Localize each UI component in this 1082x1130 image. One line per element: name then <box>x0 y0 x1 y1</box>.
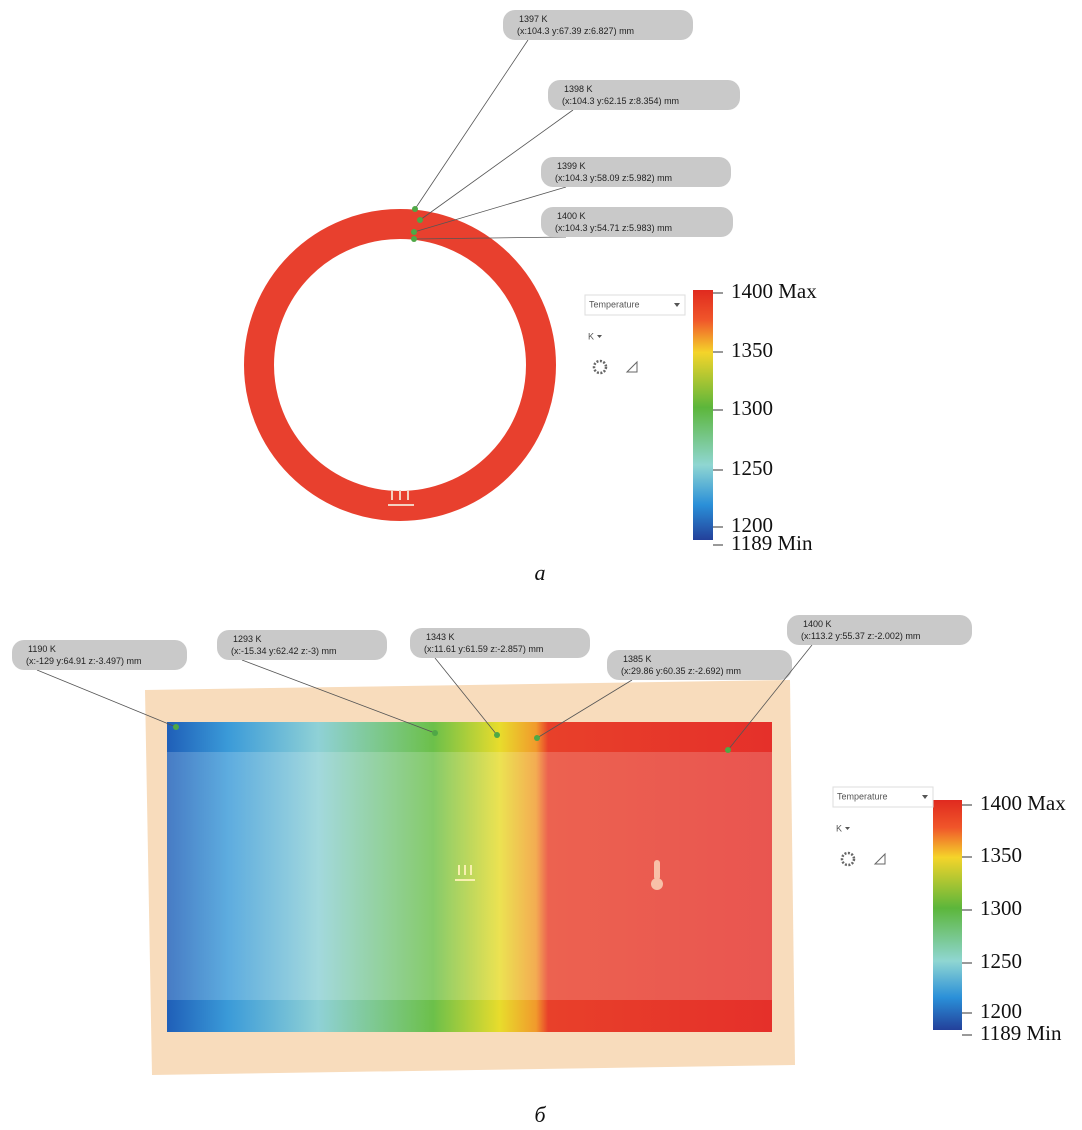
unit-dropdown[interactable]: K <box>588 331 594 341</box>
probe-value: 1190 K <box>28 644 56 654</box>
scale-label: 1400 Max <box>980 791 1066 815</box>
probe-coords: (x:29.86 y:60.35 z:-2.692) mm <box>621 666 741 676</box>
settings-icon[interactable] <box>594 361 606 373</box>
probe-point <box>534 735 540 741</box>
probe-coords: (x:-15.34 y:62.42 z:-3) mm <box>231 646 337 656</box>
scale-label: 1189 Min <box>731 531 813 555</box>
probe-value: 1385 K <box>623 654 652 664</box>
probe-coords: (x:113.2 y:55.37 z:-2.002) mm <box>801 631 920 641</box>
probe-value: 1400 K <box>803 619 832 629</box>
dropdown-arrow <box>597 335 602 338</box>
probe-value: 1343 K <box>426 632 455 642</box>
scale-label: 1200 <box>980 999 1022 1023</box>
scale-label: 1250 <box>980 949 1022 973</box>
probe-coords: (x:-129 y:64.91 z:-3.497) mm <box>26 656 142 666</box>
probe-coords: (x:104.3 y:67.39 z:6.827) mm <box>517 26 634 36</box>
color-bar <box>693 290 713 540</box>
probe-coords: (x:104.3 y:62.15 z:8.354) mm <box>562 96 679 106</box>
dropdown-arrow <box>845 827 850 830</box>
scale-label: 1300 <box>731 396 773 420</box>
scale-label: 1189 Min <box>980 1021 1062 1045</box>
caption: б <box>534 1102 546 1127</box>
probe-value: 1400 K <box>557 211 586 221</box>
plate-face <box>167 752 772 1000</box>
probe-point <box>725 747 731 753</box>
probe-coords: (x:104.3 y:54.71 z:5.983) mm <box>555 223 672 233</box>
field-name: Temperature <box>589 299 640 309</box>
field-name: Temperature <box>837 791 888 801</box>
probe-point <box>494 732 500 738</box>
probe-point <box>411 236 417 242</box>
probe-coords: (x:104.3 y:58.09 z:5.982) mm <box>555 173 672 183</box>
scale-label: 1400 Max <box>731 279 817 303</box>
scale-label: 1350 <box>980 843 1022 867</box>
probe-coords: (x:11.61 y:61.59 z:-2.857) mm <box>424 644 543 654</box>
scale-label: 1250 <box>731 456 773 480</box>
probe-value: 1398 K <box>564 84 593 94</box>
settings-icon[interactable] <box>842 853 854 865</box>
caption: а <box>535 560 546 585</box>
probe-point <box>412 206 418 212</box>
probe-value: 1399 K <box>557 161 586 171</box>
probe-point <box>417 217 423 223</box>
probe-point <box>173 724 179 730</box>
leader-line <box>415 40 528 209</box>
ring <box>259 224 541 506</box>
clip-icon[interactable] <box>875 854 885 864</box>
scale-label: 1350 <box>731 338 773 362</box>
figure: 1397 K (x:104.3 y:67.39 z:6.827) mm 1398 K… <box>0 0 1082 1130</box>
probe-value: 1397 K <box>519 14 548 24</box>
probe-point <box>411 229 417 235</box>
color-bar <box>933 800 962 1030</box>
clip-icon[interactable] <box>627 362 637 372</box>
scale-label: 1300 <box>980 896 1022 920</box>
unit-dropdown[interactable]: K <box>836 823 842 833</box>
probe-value: 1293 K <box>233 634 262 644</box>
probe-point <box>432 730 438 736</box>
